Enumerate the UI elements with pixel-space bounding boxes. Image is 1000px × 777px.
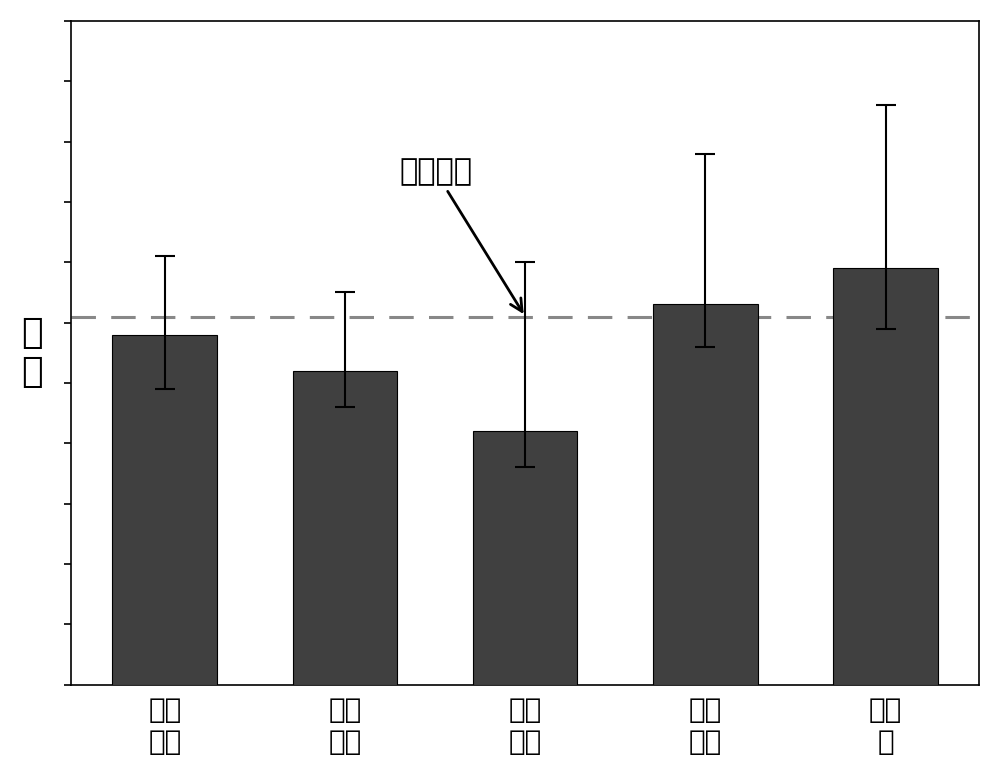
Y-axis label: 尺
寸: 尺 寸 (21, 316, 42, 389)
Bar (833, 268, 938, 685)
Bar (112, 335, 217, 685)
Text: 设计尺寸: 设计尺寸 (399, 157, 522, 312)
Bar (653, 305, 758, 685)
Bar (473, 431, 577, 685)
Bar (293, 371, 397, 685)
